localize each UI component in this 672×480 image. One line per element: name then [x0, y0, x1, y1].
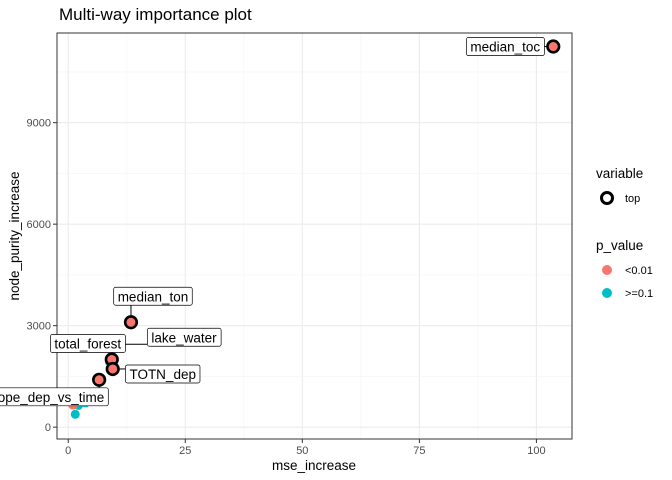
data-point-top [546, 39, 561, 54]
y-tick-label: 3000 [27, 321, 51, 333]
x-tick-label: 100 [527, 445, 545, 457]
legend-key-top [600, 191, 614, 205]
point-label-box [146, 327, 222, 347]
legend-key-lt001 [602, 265, 612, 275]
legend-title-p-value: p_value [596, 238, 643, 253]
legend-key-ge01 [602, 288, 612, 298]
axis-ticks: 0 25 50 75 100 0 3000 6000 9000 [27, 118, 546, 457]
y-tick-label: 6000 [27, 219, 51, 231]
point-label: total_forest [50, 334, 126, 353]
point-label: slope_dep_vs_time [0, 387, 109, 407]
legend-label-ge01: >=0.1 [625, 288, 653, 300]
point-label-text: slope_dep_vs_time [0, 390, 104, 405]
data-point-top [92, 372, 107, 387]
y-axis-title: node_purity_increase [7, 171, 22, 300]
x-tick-label: 25 [179, 445, 191, 457]
point-label-box [466, 37, 545, 56]
x-axis-title: mse_increase [272, 458, 356, 473]
point-label: lake_water [146, 327, 222, 347]
x-tick-label: 50 [296, 445, 308, 457]
plot-border [56, 32, 573, 440]
point-label: median_ton [113, 286, 193, 306]
point-label-text: median_ton [118, 289, 189, 304]
point-label-box [50, 334, 126, 353]
point-label-box [113, 286, 193, 306]
y-tick-label: 0 [45, 422, 51, 434]
data-point-top [105, 361, 120, 377]
grid-lines [57, 33, 572, 439]
point-label-text: median_toc [470, 40, 540, 55]
point-label-box [0, 387, 109, 407]
point-label: TOTN_dep [125, 364, 201, 384]
chart-title: Multi-way importance plot [59, 5, 252, 24]
point-labels: median_toc median_ton lake_water total_fore… [0, 37, 545, 407]
y-tick-label: 9000 [27, 118, 51, 130]
data-point-top [123, 315, 139, 330]
point-label-text: total_forest [54, 336, 121, 351]
point-label-box [125, 364, 201, 384]
legend-label-lt001: <0.01 [625, 265, 653, 277]
point-label-text: lake_water [151, 330, 217, 345]
legend-title-variable: variable [596, 166, 643, 181]
point-label: median_toc [466, 37, 545, 56]
point-label-text: TOTN_dep [129, 367, 196, 382]
x-tick-label: 75 [413, 445, 425, 457]
legend-label-top: top [625, 193, 640, 205]
legend: variable top p_value <0.01 >=0.1 [596, 166, 653, 300]
data-point [70, 409, 80, 419]
x-tick-label: 0 [65, 445, 71, 457]
